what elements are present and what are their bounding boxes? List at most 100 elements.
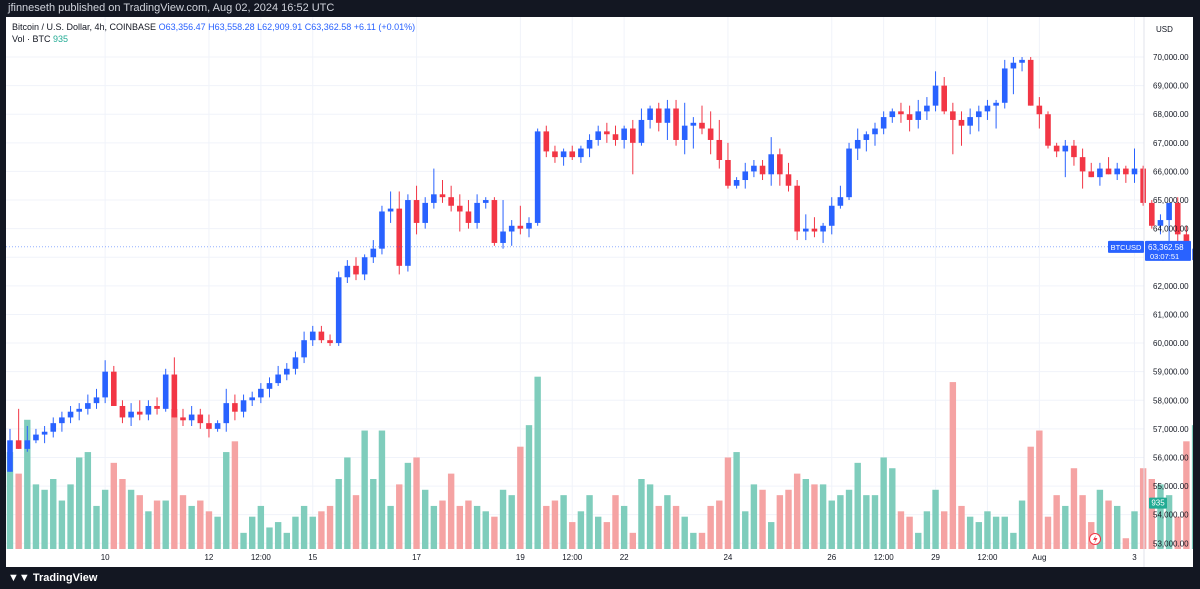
volume-bar	[517, 446, 524, 549]
candle-body	[1079, 157, 1086, 172]
volume-bar	[534, 376, 541, 549]
candle-body	[1097, 168, 1103, 178]
volume-bar	[612, 495, 619, 549]
candle-body	[439, 194, 446, 198]
volume-bar	[6, 452, 14, 549]
volume-bar	[508, 495, 515, 549]
volume-bar	[240, 532, 247, 549]
candle-body	[984, 105, 991, 112]
candle-body	[880, 117, 887, 129]
candlestick-chart[interactable]: USD 53,000.00 54,000.00 55,000.00 56,000.00 5…	[6, 17, 1193, 567]
candle-body	[197, 414, 204, 424]
volume-bar	[889, 468, 896, 549]
candle-body	[154, 405, 160, 409]
footer-brand: TradingView	[32, 572, 98, 584]
candle-body	[474, 202, 480, 223]
candle-body	[275, 374, 281, 384]
candle-body	[232, 403, 238, 412]
volume-bar	[915, 532, 922, 549]
volume-bar	[352, 495, 360, 549]
volume-bar	[370, 479, 377, 549]
y-tick-label: 58,000.00	[1153, 396, 1189, 405]
volume-bar	[837, 495, 844, 549]
symbol-legend: Bitcoin / U.S. Dollar, 4h, COINBASE O63,…	[12, 22, 415, 32]
tradingview-logo[interactable]: ▼▼ TradingView	[8, 567, 97, 589]
candle-body	[353, 265, 359, 275]
candle-body	[482, 200, 489, 203]
volume-bar	[387, 505, 394, 549]
candle-body	[50, 423, 57, 432]
candle-body	[794, 185, 800, 232]
volume-bar	[283, 532, 290, 549]
candle-body	[707, 128, 714, 140]
candle-body	[664, 108, 671, 123]
volume-bar	[473, 505, 481, 549]
candle-body	[725, 159, 731, 186]
volume-bar	[768, 522, 775, 549]
volume-bar	[1157, 484, 1164, 549]
candle-body	[811, 228, 818, 232]
candle-body	[93, 397, 100, 404]
candle-body	[846, 148, 852, 198]
y-tick-label: 56,000.00	[1153, 453, 1189, 462]
candle-body	[526, 222, 532, 229]
candle-body	[327, 340, 333, 344]
lightning-icon-glyph	[1093, 535, 1098, 544]
candle-body	[872, 128, 878, 135]
candle-body	[85, 403, 91, 409]
candle-body	[465, 211, 472, 223]
ohlc-values: O63,356.47 H63,558.28 L62,909.91 C63,362…	[158, 22, 416, 32]
candle-body	[1174, 202, 1181, 235]
volume-bar	[1105, 500, 1112, 549]
candle-body	[1019, 59, 1025, 63]
volume-bar	[543, 505, 550, 549]
volume-bar	[300, 505, 308, 549]
candle-body	[560, 151, 567, 158]
candle-body	[188, 414, 195, 421]
volume-bar	[681, 516, 688, 549]
candle-body	[500, 231, 506, 243]
candle-body	[396, 208, 403, 266]
candle-body	[284, 368, 290, 375]
volume-bar	[422, 489, 429, 549]
volume-bar	[318, 511, 325, 549]
x-tick-label: 12	[204, 553, 213, 562]
candle-body	[638, 119, 645, 143]
candle-body	[604, 131, 610, 135]
candle-body	[266, 383, 273, 389]
candle-body	[759, 165, 766, 175]
volume-bar	[1027, 446, 1034, 549]
volume-bar	[197, 500, 204, 549]
candle-body	[1001, 68, 1008, 103]
candle-body	[993, 102, 999, 106]
volume-bar	[171, 409, 178, 549]
last-price-label: 63,362.58	[1148, 243, 1184, 252]
volume-bar	[145, 511, 152, 549]
volume-bar	[491, 516, 498, 549]
candle-body	[119, 405, 126, 418]
candle-body	[976, 111, 982, 118]
candle-body	[1045, 114, 1051, 146]
candle-body	[543, 131, 550, 152]
candle-body	[457, 205, 463, 212]
volume-bar	[58, 500, 66, 549]
volume-bar	[257, 505, 265, 549]
volume-bar	[941, 511, 948, 549]
volume-bar	[525, 425, 533, 549]
y-tick-label: 69,000.00	[1153, 82, 1189, 91]
volume-bar	[1036, 430, 1043, 549]
candle-body	[1027, 59, 1034, 106]
candle-body	[33, 434, 39, 441]
candle-body	[586, 139, 593, 149]
volume-bar	[153, 500, 161, 549]
candle-body	[318, 331, 325, 341]
volume-badge	[1149, 497, 1167, 509]
chart-panel[interactable]: USD 53,000.00 54,000.00 55,000.00 56,000.00 5…	[6, 17, 1193, 567]
volume-bar	[326, 505, 334, 549]
volume-bar	[776, 495, 784, 549]
volume-value: 935	[53, 34, 69, 44]
candle-body	[162, 374, 169, 409]
volume-badge-label: 935	[1151, 499, 1165, 508]
candle-body	[647, 108, 653, 120]
candle-body	[655, 108, 662, 123]
